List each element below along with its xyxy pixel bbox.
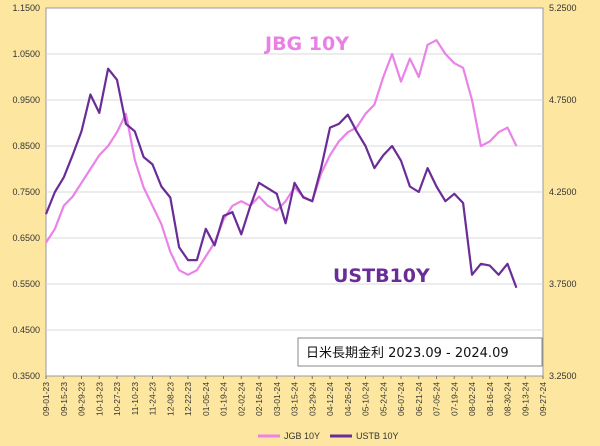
x-tick-label: 07-05-24 bbox=[432, 382, 442, 416]
legend: JGB 10Y USTB 10Y bbox=[258, 431, 399, 441]
x-tick-label: 11-10-23 bbox=[130, 382, 140, 416]
x-tick-label: 09-27-24 bbox=[538, 382, 548, 416]
x-tick-label: 12-22-23 bbox=[183, 382, 193, 416]
subtitle-box bbox=[297, 337, 543, 367]
x-tick-label: 08-02-24 bbox=[467, 382, 477, 416]
x-tick-label: 02-02-24 bbox=[236, 382, 246, 416]
ustb-10y-line bbox=[44, 67, 518, 289]
left-tick-label: 0.6500 bbox=[12, 233, 40, 243]
gridlines bbox=[46, 53, 543, 331]
left-tick-label: 0.3500 bbox=[12, 371, 40, 381]
x-tick-label: 08-30-24 bbox=[503, 382, 513, 416]
ustb-annotation: USTB10Y bbox=[333, 265, 430, 287]
x-tick-label: 09-29-23 bbox=[77, 382, 87, 416]
x-tick-label: 09-15-23 bbox=[59, 382, 69, 416]
right-tick-label: 4.7500 bbox=[549, 95, 577, 105]
right-tick-label: 4.2500 bbox=[549, 187, 577, 197]
left-tick-label: 0.7500 bbox=[12, 187, 40, 197]
right-tick-label: 3.7500 bbox=[549, 279, 577, 289]
x-tick-label: 11-24-23 bbox=[148, 382, 158, 416]
left-tick-label: 1.1500 bbox=[12, 3, 40, 13]
x-tick-label: 03-01-24 bbox=[272, 382, 282, 416]
x-tick-label: 10-27-23 bbox=[112, 382, 122, 416]
x-tick-label: 05-10-24 bbox=[361, 382, 371, 416]
x-tick-label: 08-16-24 bbox=[485, 382, 495, 416]
jgb-annotation: JBG 10Y bbox=[263, 33, 349, 55]
x-tick-label: 06-21-24 bbox=[414, 382, 424, 416]
legend-label: JGB 10Y bbox=[284, 431, 320, 441]
x-tick-label: 02-16-24 bbox=[254, 382, 264, 416]
right-axis-ticks: 3.2500 3.7500 4.2500 4.7500 5.2500 bbox=[549, 3, 577, 381]
x-tick-label: 03-15-24 bbox=[290, 382, 300, 416]
left-axis-ticks: 0.3500 0.4500 0.5500 0.6500 0.7500 0.8500 0.95… bbox=[12, 3, 40, 381]
x-tick-label: 01-05-24 bbox=[201, 382, 211, 416]
x-tick-label: 05-24-24 bbox=[378, 382, 388, 416]
left-tick-label: 0.8500 bbox=[12, 141, 40, 151]
right-tick-label: 5.2500 bbox=[549, 3, 577, 13]
x-tick-label: 09-13-24 bbox=[520, 382, 530, 416]
x-tick-label: 03-29-24 bbox=[307, 382, 317, 416]
x-tick-label: 09-01-23 bbox=[41, 382, 51, 416]
series-lines bbox=[44, 39, 518, 289]
legend-label: USTB 10Y bbox=[356, 431, 399, 441]
right-tick-label: 3.2500 bbox=[549, 371, 577, 381]
left-tick-label: 0.9500 bbox=[12, 95, 40, 105]
left-tick-label: 0.5500 bbox=[12, 279, 40, 289]
x-tick-label: 12-08-23 bbox=[165, 382, 175, 416]
x-tick-label: 10-13-23 bbox=[94, 382, 104, 416]
x-axis-ticks: 09-01-23 09-15-23 09-29-23 10-13-23 10-27-23… bbox=[41, 376, 548, 416]
x-tick-label: 01-19-24 bbox=[219, 382, 229, 416]
x-tick-label: 04-26-24 bbox=[343, 382, 353, 416]
x-tick-label: 06-07-24 bbox=[396, 382, 406, 416]
left-tick-label: 1.0500 bbox=[12, 49, 40, 59]
left-tick-label: 0.4500 bbox=[12, 325, 40, 335]
x-tick-label: 07-19-24 bbox=[449, 382, 459, 416]
chart-subtitle: 日米長期金利 2023.09 - 2024.09 bbox=[306, 345, 509, 361]
x-tick-label: 04-12-24 bbox=[325, 382, 335, 416]
